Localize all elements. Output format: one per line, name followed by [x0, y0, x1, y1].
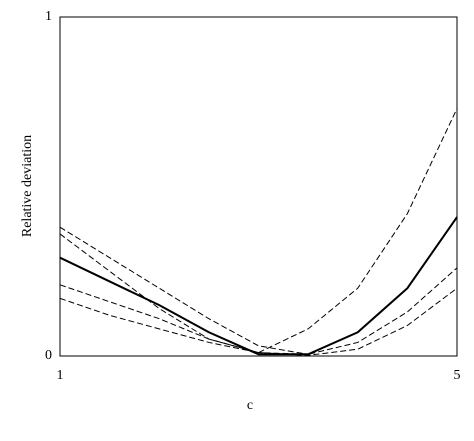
series-line	[59, 287, 458, 356]
series-line	[59, 267, 458, 355]
series-line	[59, 108, 458, 354]
x-tick-label: 1	[57, 368, 64, 383]
series-line	[59, 216, 458, 355]
y-tick-label: 1	[45, 9, 52, 24]
y-axis-label: Relative deviation	[20, 135, 35, 237]
x-tick-label: 5	[454, 368, 461, 383]
series-line	[59, 216, 458, 356]
x-axis-label: c	[247, 398, 253, 413]
plot-frame	[59, 16, 458, 357]
y-tick-label: 0	[45, 348, 52, 363]
